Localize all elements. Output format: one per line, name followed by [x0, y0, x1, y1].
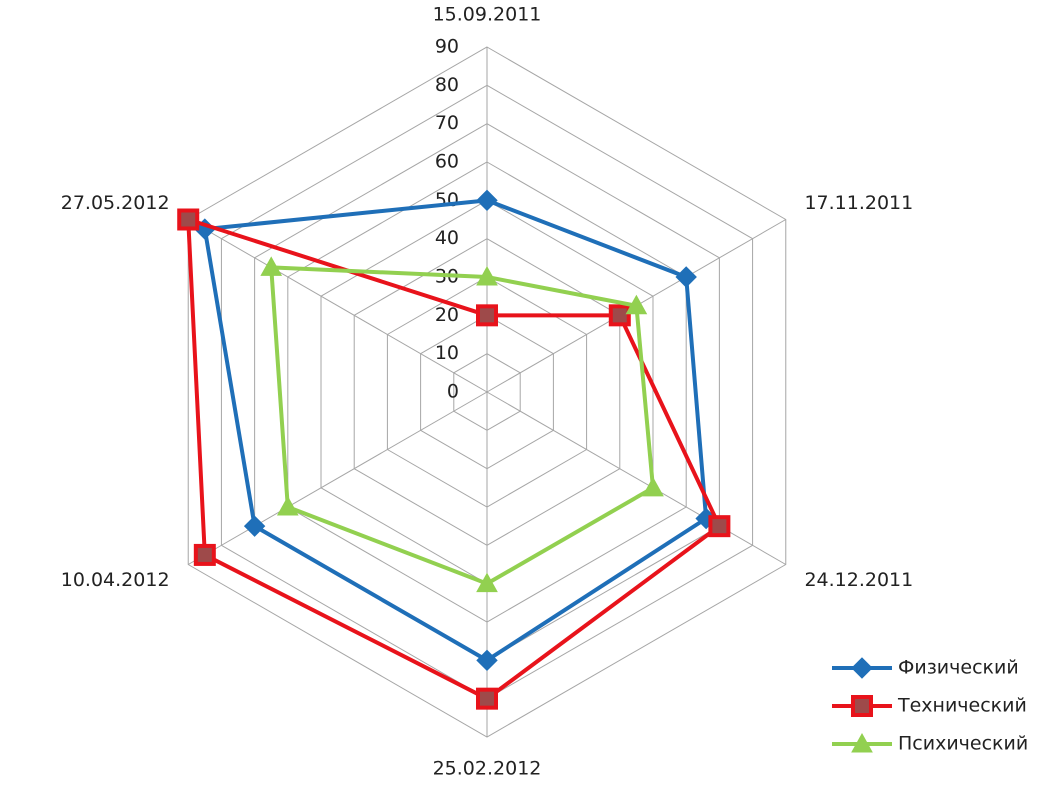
- spoke: [486, 391, 787, 565]
- y-tick-label: 60: [435, 151, 459, 173]
- y-tick-label: 40: [435, 227, 459, 249]
- marker: [708, 515, 731, 538]
- legend-marker: [851, 732, 873, 753]
- category-label: 24.12.2011: [804, 569, 913, 591]
- legend-label: Технический: [897, 695, 1027, 717]
- marker: [260, 256, 283, 276]
- y-tick-label: 70: [435, 112, 459, 134]
- marker: [177, 208, 200, 231]
- y-tick-label: 90: [435, 36, 459, 58]
- marker: [476, 572, 498, 593]
- series: [177, 208, 731, 710]
- marker: [476, 687, 498, 710]
- y-tick-label: 10: [435, 342, 459, 364]
- legend-label: Физический: [898, 657, 1019, 679]
- marker: [476, 649, 498, 672]
- series-line: [186, 217, 722, 701]
- category-label: 17.11.2011: [804, 192, 913, 214]
- y-tick-label: 20: [435, 304, 459, 326]
- legend-label: Психический: [898, 733, 1028, 755]
- category-label: 27.05.2012: [61, 192, 170, 214]
- y-tick-label: 50: [435, 189, 459, 211]
- marker: [642, 476, 664, 497]
- y-tick-label: 80: [435, 74, 459, 96]
- legend-entry: Физический: [832, 657, 1019, 679]
- legend-marker: [851, 657, 873, 679]
- category-label: 15.09.2011: [433, 4, 542, 26]
- spoke: [187, 219, 488, 393]
- category-label: 25.02.2012: [433, 758, 542, 780]
- marker: [675, 266, 697, 288]
- legend-marker: [851, 695, 873, 717]
- marker: [476, 304, 498, 327]
- series: [260, 256, 664, 593]
- y-tick-label: 0: [447, 381, 459, 403]
- legend-entry: Технический: [832, 695, 1027, 717]
- marker: [193, 543, 216, 566]
- marker: [608, 304, 631, 327]
- spoke: [187, 391, 488, 565]
- marker: [243, 515, 266, 537]
- marker: [476, 189, 498, 212]
- marker: [625, 294, 648, 315]
- category-label: 10.04.2012: [61, 569, 170, 591]
- marker: [476, 265, 498, 286]
- marker: [276, 495, 299, 516]
- legend-entry: Психический: [832, 733, 1028, 755]
